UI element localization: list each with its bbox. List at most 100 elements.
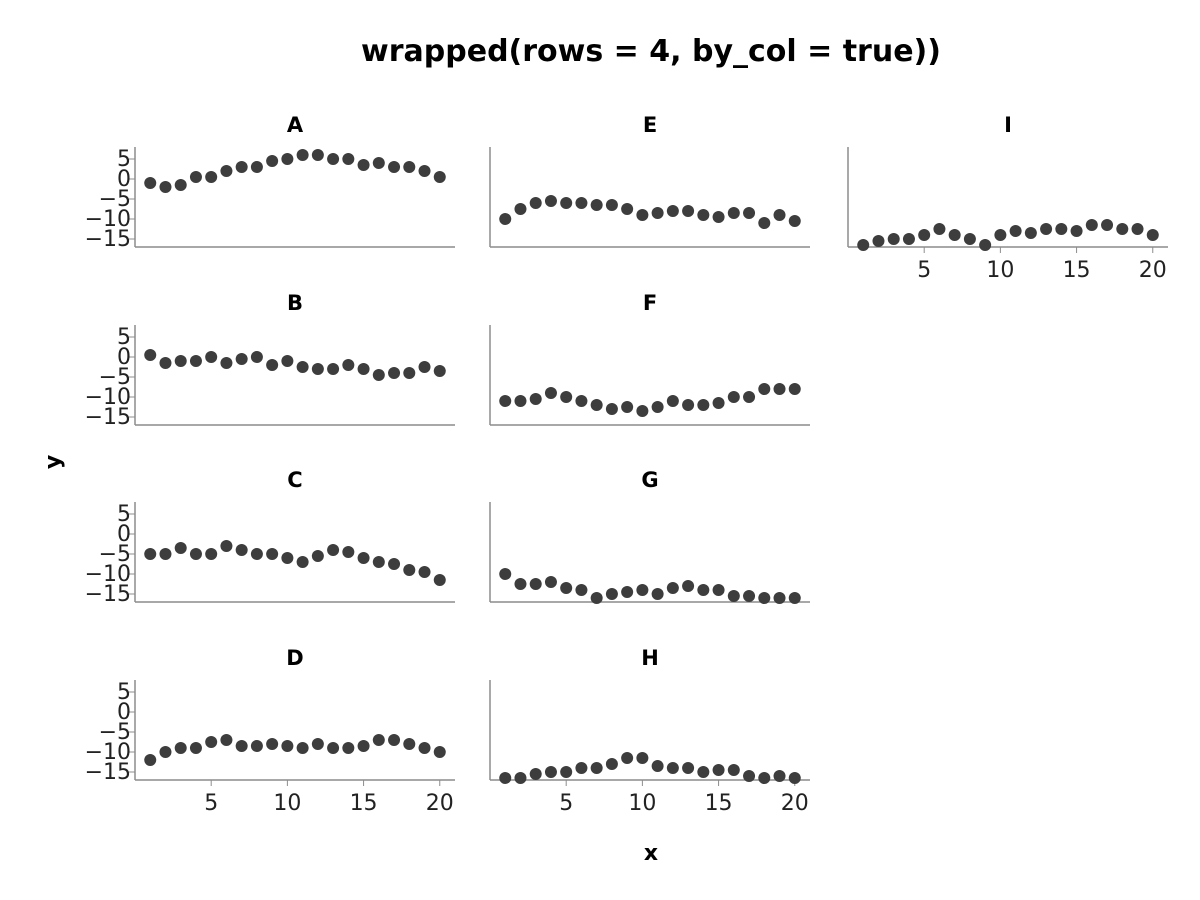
y-tick-label: −10 <box>85 740 131 765</box>
data-point <box>651 207 664 219</box>
data-point <box>933 223 946 235</box>
y-tick-label: −15 <box>85 405 131 430</box>
data-point <box>979 239 992 251</box>
data-point <box>220 734 233 746</box>
data-point <box>266 155 279 167</box>
data-point <box>311 363 324 375</box>
data-point <box>281 552 294 564</box>
data-point <box>621 586 634 598</box>
data-point <box>727 207 740 219</box>
data-point <box>433 746 446 758</box>
data-point <box>388 558 401 570</box>
data-point <box>514 772 527 784</box>
y-tick-label: −15 <box>85 760 131 785</box>
data-point <box>666 582 679 594</box>
data-point <box>205 351 218 363</box>
data-point <box>372 369 385 381</box>
data-point <box>205 548 218 560</box>
data-point <box>174 355 187 367</box>
data-point <box>743 207 756 219</box>
panel-g: G <box>489 468 810 604</box>
data-point <box>433 365 446 377</box>
data-point <box>544 195 557 207</box>
y-tick-label: −5 <box>99 720 131 745</box>
data-point <box>590 199 603 211</box>
data-point <box>1009 225 1022 237</box>
data-point <box>189 548 202 560</box>
data-point <box>189 171 202 183</box>
x-tick-label: 5 <box>204 791 218 816</box>
data-point <box>743 770 756 782</box>
data-point <box>636 752 649 764</box>
data-point <box>1116 223 1129 235</box>
data-point <box>159 548 172 560</box>
data-point <box>682 399 695 411</box>
data-point <box>327 363 340 375</box>
x-axis-label: x <box>644 841 658 866</box>
data-point <box>948 229 961 241</box>
x-tick-label: 15 <box>350 791 378 816</box>
data-point <box>605 588 618 600</box>
panel-title: D <box>286 646 303 670</box>
data-point <box>1085 219 1098 231</box>
data-point <box>235 544 248 556</box>
y-tick-label: 0 <box>117 700 131 725</box>
data-point <box>575 395 588 407</box>
data-point <box>499 772 512 784</box>
data-point <box>433 574 446 586</box>
y-tick-label: −5 <box>99 187 131 212</box>
data-point <box>266 359 279 371</box>
data-point <box>403 161 416 173</box>
panel-h: H 5 10 15 20 <box>489 646 810 816</box>
data-point <box>651 760 664 772</box>
data-point <box>311 550 324 562</box>
panel-f: F <box>489 291 810 426</box>
data-point <box>743 391 756 403</box>
data-point <box>1040 223 1053 235</box>
y-tick-label: 5 <box>117 147 131 172</box>
data-point <box>697 399 710 411</box>
panel-title: I <box>1004 113 1012 137</box>
data-point <box>560 766 573 778</box>
data-point <box>651 588 664 600</box>
data-point <box>1070 225 1083 237</box>
y-tick-label: 0 <box>117 345 131 370</box>
data-point <box>418 742 431 754</box>
data-point <box>727 391 740 403</box>
panel-e: E <box>489 113 810 248</box>
data-point <box>418 165 431 177</box>
data-point <box>636 209 649 221</box>
x-tick-label: 10 <box>273 791 301 816</box>
data-point <box>235 740 248 752</box>
data-point <box>388 161 401 173</box>
data-point <box>918 229 931 241</box>
data-point <box>357 363 370 375</box>
figure-title: wrapped(rows = 4, by_col = true)) <box>361 34 941 69</box>
data-point <box>682 205 695 217</box>
data-point <box>250 351 263 363</box>
data-point <box>773 209 786 221</box>
data-point <box>575 584 588 596</box>
data-point <box>560 582 573 594</box>
data-point <box>963 233 976 245</box>
y-tick-label: −10 <box>85 207 131 232</box>
data-point <box>636 584 649 596</box>
data-point <box>887 233 900 245</box>
data-point <box>235 161 248 173</box>
data-point <box>250 740 263 752</box>
data-point <box>514 395 527 407</box>
data-point <box>1024 227 1037 239</box>
data-point <box>342 359 355 371</box>
data-point <box>682 762 695 774</box>
y-tick-label: −10 <box>85 562 131 587</box>
data-point <box>560 391 573 403</box>
data-point <box>529 197 542 209</box>
data-point <box>758 592 771 604</box>
y-tick-label: −10 <box>85 385 131 410</box>
data-point <box>296 361 309 373</box>
panel-b: B 50−5−10−15 <box>85 291 455 430</box>
data-point <box>697 766 710 778</box>
data-point <box>758 772 771 784</box>
data-point <box>266 738 279 750</box>
data-point <box>403 564 416 576</box>
